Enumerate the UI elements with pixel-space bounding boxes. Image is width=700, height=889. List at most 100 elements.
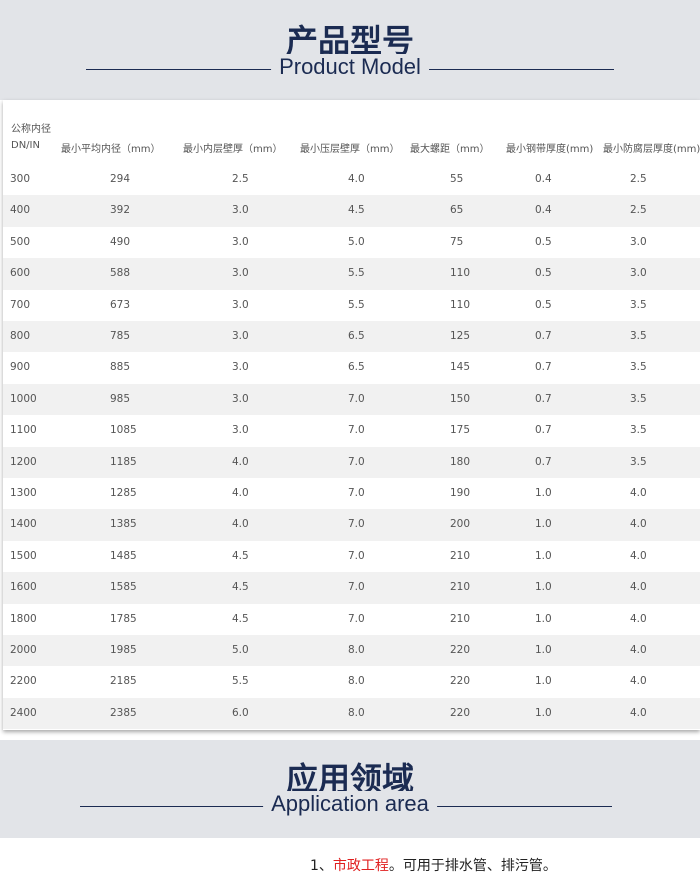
cell: 1800 (10, 612, 37, 625)
table-row (3, 603, 700, 635)
cell: 75 (450, 235, 464, 248)
cell: 150 (450, 392, 471, 405)
cell: 3.0 (232, 298, 249, 311)
column-header: 最小钢带厚度(mm) (506, 144, 594, 155)
cell: 7.0 (348, 424, 365, 437)
cell: 3.5 (630, 455, 647, 468)
table-row (3, 666, 700, 698)
cell: 4.0 (630, 612, 647, 625)
title: 产品型号 (285, 22, 414, 60)
cell: 3.0 (232, 330, 249, 342)
cell: 4.0 (630, 518, 647, 531)
cell: 4.0 (348, 173, 365, 185)
cell: 7.0 (348, 487, 365, 499)
table-row (3, 415, 700, 447)
cell: 3.0 (232, 392, 249, 405)
cell: 0.4 (535, 173, 552, 185)
cell: 220 (450, 644, 471, 656)
cell: 4.0 (232, 455, 249, 468)
cell: 1.0 (535, 644, 552, 656)
cell: 673 (110, 298, 131, 311)
table-row (3, 258, 700, 290)
cell: 0.7 (535, 361, 552, 374)
item-number: 1、 (310, 858, 333, 874)
spec-table: 公称内径 DN/IN 最小平均内径（mm） 最小内层壁厚（mm） 最小压层壁厚（mm） 最… (3, 100, 700, 730)
cell: 4.0 (630, 644, 647, 656)
cell: 4.0 (630, 675, 647, 688)
cell: 3.0 (232, 424, 249, 437)
cell: 600 (10, 267, 31, 280)
cell: 3.5 (630, 330, 647, 342)
column-header: 最小内层壁厚（mm） (183, 144, 283, 155)
cell: 7.0 (348, 455, 365, 468)
cell: 110 (450, 267, 471, 280)
cell: 5.5 (232, 675, 249, 688)
column-header: 最小平均内径（mm） (61, 144, 161, 155)
cell: 0.5 (535, 235, 552, 248)
cell: 900 (10, 361, 31, 374)
cell: 210 (450, 581, 471, 594)
cell: 5.5 (348, 267, 365, 280)
cell: 0.4 (535, 204, 552, 217)
table-row (3, 383, 700, 416)
cell: 4.5 (232, 581, 249, 594)
cell: 200 (450, 518, 471, 531)
item-highlight: 市政工程 (332, 858, 389, 874)
cell: 885 (110, 361, 131, 374)
cell: 1500 (10, 549, 37, 562)
cell: 1585 (110, 581, 137, 594)
cell: 1600 (10, 581, 37, 594)
table-row (3, 352, 700, 384)
column-header: 最小压层壁厚（mm） (300, 144, 400, 155)
cell: 2185 (110, 675, 137, 688)
cell: 392 (110, 204, 131, 217)
cell: 65 (450, 204, 464, 217)
cell: 4.5 (232, 549, 249, 562)
cell: 7.0 (348, 581, 365, 594)
cell: 0.7 (535, 424, 552, 437)
cell: 1985 (110, 644, 137, 656)
cell: 4.5 (232, 612, 249, 625)
cell: 3.5 (630, 392, 647, 405)
cell: 2.5 (232, 173, 249, 185)
cell: 0.5 (535, 267, 552, 280)
cell: 588 (110, 267, 131, 280)
cell: 6.5 (348, 361, 365, 374)
cell: 6.5 (348, 330, 365, 342)
cell: 210 (450, 612, 471, 625)
cell: 110 (450, 298, 471, 311)
cell: 2000 (10, 644, 37, 656)
header-band (0, 0, 700, 100)
cell: 1100 (10, 424, 37, 437)
app-subtitle: Application area (263, 791, 437, 817)
cell: 7.0 (348, 518, 365, 531)
table-row (3, 321, 700, 353)
cell: 220 (450, 675, 471, 688)
cell: 0.7 (535, 392, 552, 405)
app-item: 1、市政工程。可用于排水管、排污管。 (310, 855, 557, 875)
cell: 1400 (10, 518, 37, 531)
cell: 3.0 (630, 267, 647, 280)
cell: 2.5 (630, 204, 647, 217)
cell: 2400 (10, 706, 37, 719)
cell: 190 (450, 487, 471, 499)
cell: 6.0 (232, 706, 249, 719)
cell: 8.0 (348, 675, 365, 688)
cell: 1000 (10, 392, 37, 405)
cell: 8.0 (348, 644, 365, 656)
cell: 3.0 (232, 361, 249, 374)
table-row (3, 164, 700, 196)
column-header: DN/IN (11, 140, 40, 151)
cell: 4.0 (630, 549, 647, 562)
cell: 1.0 (535, 518, 552, 531)
cell: 3.0 (232, 267, 249, 280)
cell: 785 (110, 330, 131, 342)
cell: 500 (10, 235, 31, 248)
cell: 145 (450, 361, 471, 374)
cell: 3.5 (630, 424, 647, 437)
cell: 175 (450, 424, 471, 437)
cell: 1.0 (535, 706, 552, 719)
cell: 4.0 (630, 706, 647, 719)
cell: 0.7 (535, 330, 552, 342)
cell: 4.0 (232, 518, 249, 531)
